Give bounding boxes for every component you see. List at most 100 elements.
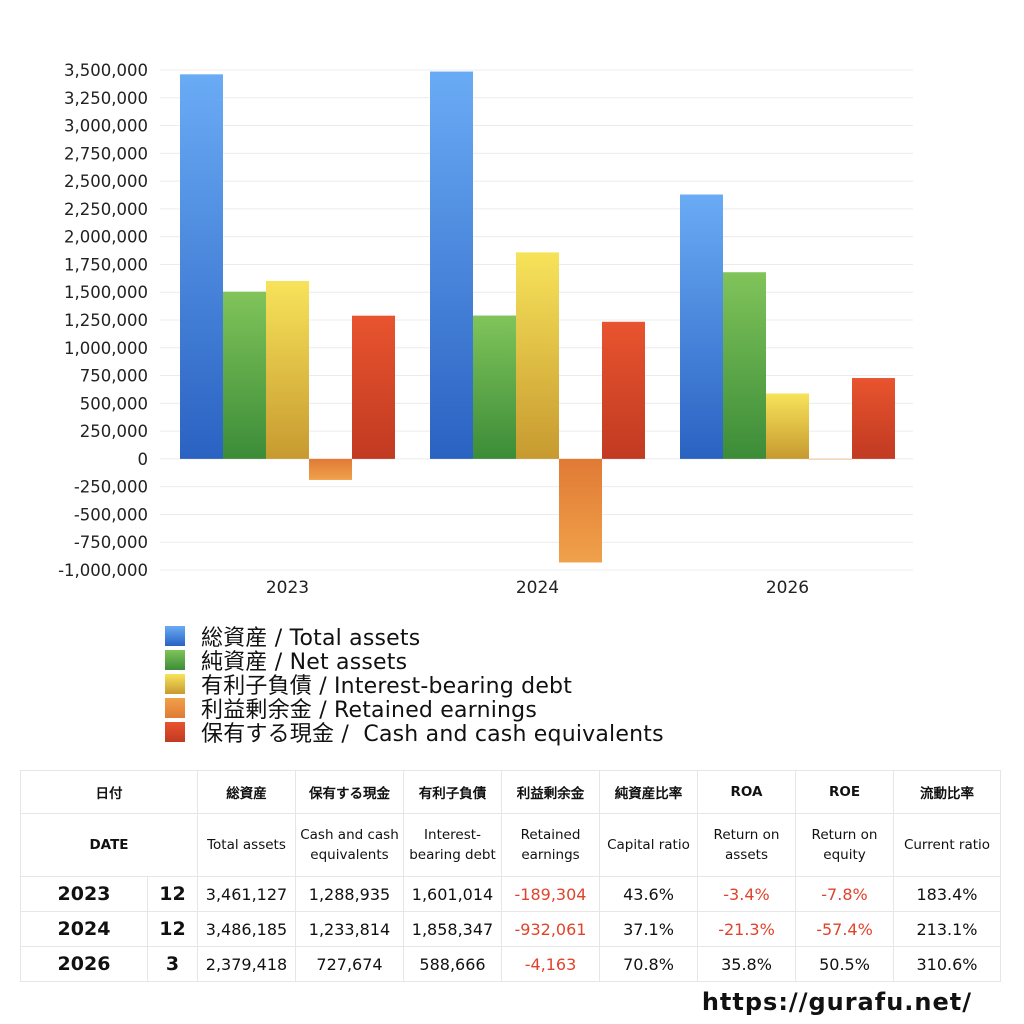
header-debt-jp: 有利子負債	[403, 770, 502, 814]
y-tick-label: 1,250,000	[64, 311, 148, 330]
cell-capital-ratio: 37.1%	[599, 911, 698, 947]
legend-label: 利益剰余金 / Retained earnings	[201, 698, 537, 723]
cell-retained: -4,163	[501, 946, 600, 982]
cell-roe: -57.4%	[795, 911, 894, 947]
bar-2024-series-2	[516, 252, 559, 459]
cell-total-assets: 2,379,418	[197, 946, 296, 982]
cell-roe: 50.5%	[795, 946, 894, 982]
header-date-jp: 日付	[20, 770, 198, 814]
cell-year: 2026	[20, 946, 148, 982]
legend-label: 純資産 / Net assets	[201, 650, 408, 675]
cell-cash: 1,288,935	[295, 876, 404, 912]
x-axis-category-labels: 2023 2024 2026	[266, 578, 809, 598]
legend-label: 有利子負債 / Interest-bearing debt	[201, 674, 573, 699]
y-tick-label: -500,000	[74, 505, 148, 524]
bar-2024-series-3	[559, 458, 602, 563]
cell-cash: 1,233,814	[295, 911, 404, 947]
bar-2024-series-0	[430, 71, 473, 459]
cell-year: 2024	[20, 911, 148, 947]
cell-cash: 727,674	[295, 946, 404, 982]
table-row: 2023 12 3,461,127 1,288,935 1,601,014 -1…	[20, 876, 1001, 912]
bar-2026-series-1	[723, 272, 766, 459]
chart-legend: 総資産 / Total assets 純資産 / Net assets 有利子負…	[165, 624, 664, 747]
header-total-assets-jp: 総資産	[197, 770, 296, 814]
y-tick-label: 3,250,000	[64, 89, 148, 108]
x-category-label: 2026	[766, 578, 809, 598]
bar-2026-series-4	[852, 378, 895, 459]
bar-2026-series-0	[680, 194, 723, 459]
legend-swatch	[165, 674, 185, 694]
cell-roe: -7.8%	[795, 876, 894, 912]
header-current-ratio-jp: 流動比率	[893, 770, 1001, 814]
bar-2023-series-1	[223, 291, 266, 459]
legend-swatch	[165, 650, 185, 670]
legend-label: 総資産 / Total assets	[201, 626, 421, 651]
chart-bars	[180, 71, 895, 563]
y-tick-label: -750,000	[74, 533, 148, 552]
legend-item-total-assets: 総資産 / Total assets	[165, 624, 664, 651]
legend-item-net-assets: 純資産 / Net assets	[165, 648, 664, 675]
y-tick-label: 2,750,000	[64, 144, 148, 163]
cell-debt: 588,666	[403, 946, 502, 982]
bar-2026-series-3	[809, 458, 852, 460]
cell-current-ratio: 310.6%	[893, 946, 1001, 982]
bar-2023-series-3	[309, 458, 352, 480]
header-capital-ratio-jp: 純資産比率	[599, 770, 698, 814]
cell-roa: -3.4%	[697, 876, 796, 912]
cell-debt: 1,858,347	[403, 911, 502, 947]
y-tick-label: 1,750,000	[64, 255, 148, 274]
bar-2023-series-0	[180, 74, 223, 459]
cell-current-ratio: 183.4%	[893, 876, 1001, 912]
table-row: 2024 12 3,486,185 1,233,814 1,858,347 -9…	[20, 911, 1001, 947]
table-row: 2026 3 2,379,418 727,674 588,666 -4,163 …	[20, 946, 1001, 982]
header-debt-en: Interest-bearing debt	[403, 813, 502, 877]
y-tick-label: 3,000,000	[64, 117, 148, 136]
cell-month: 12	[147, 876, 198, 912]
header-roa-jp: ROA	[697, 770, 796, 814]
legend-item-cash: 保有する現金 / Cash and cash equivalents	[165, 720, 664, 747]
header-roe-jp: ROE	[795, 770, 894, 814]
header-roe-en: Return on equity	[795, 813, 894, 877]
legend-label: 保有する現金 / Cash and cash equivalents	[201, 722, 664, 747]
cell-roa: -21.3%	[697, 911, 796, 947]
x-category-label: 2023	[266, 578, 309, 598]
header-total-assets-en: Total assets	[197, 813, 296, 877]
y-tick-label: 2,250,000	[64, 200, 148, 219]
y-tick-label: 1,500,000	[64, 283, 148, 302]
cell-debt: 1,601,014	[403, 876, 502, 912]
legend-swatch	[165, 698, 185, 718]
bar-chart: 3,500,000 3,250,000 3,000,000 2,750,000 2,50…	[58, 61, 913, 598]
header-retained-en: Retained earnings	[501, 813, 600, 877]
cell-capital-ratio: 70.8%	[599, 946, 698, 982]
cell-current-ratio: 213.1%	[893, 911, 1001, 947]
cell-total-assets: 3,461,127	[197, 876, 296, 912]
bar-2024-series-4	[602, 321, 645, 459]
cell-capital-ratio: 43.6%	[599, 876, 698, 912]
header-capital-ratio-en: Capital ratio	[599, 813, 698, 877]
cell-month: 3	[147, 946, 198, 982]
cell-month: 12	[147, 911, 198, 947]
y-tick-label: 2,000,000	[64, 228, 148, 247]
legend-swatch	[165, 626, 185, 646]
y-tick-label: 2,500,000	[64, 172, 148, 191]
y-tick-label: 3,500,000	[64, 61, 148, 80]
legend-swatch	[165, 722, 185, 742]
table-header-jp-row: 日付 総資産 保有する現金 有利子負債 利益剰余金 純資産比率 ROA ROE …	[20, 770, 1001, 814]
cell-retained: -932,061	[501, 911, 600, 947]
cell-year: 2023	[20, 876, 148, 912]
bar-2023-series-4	[352, 315, 395, 459]
bar-2023-series-2	[266, 280, 309, 459]
y-tick-label: 0	[138, 450, 149, 469]
legend-item-retained-earnings: 利益剰余金 / Retained earnings	[165, 696, 664, 723]
header-roa-en: Return on assets	[697, 813, 796, 877]
header-cash-en: Cash and cash equivalents	[295, 813, 404, 877]
y-tick-label: -250,000	[74, 478, 148, 497]
header-retained-jp: 利益剰余金	[501, 770, 600, 814]
y-tick-label: 500,000	[80, 394, 148, 413]
cell-roa: 35.8%	[697, 946, 796, 982]
header-cash-jp: 保有する現金	[295, 770, 404, 814]
y-axis-tick-labels: 3,500,000 3,250,000 3,000,000 2,750,000 2,50…	[58, 61, 148, 580]
y-tick-label: 250,000	[80, 422, 148, 441]
y-tick-label: 1,000,000	[64, 339, 148, 358]
financial-summary-table: 日付 総資産 保有する現金 有利子負債 利益剰余金 純資産比率 ROA ROE …	[20, 770, 1001, 982]
